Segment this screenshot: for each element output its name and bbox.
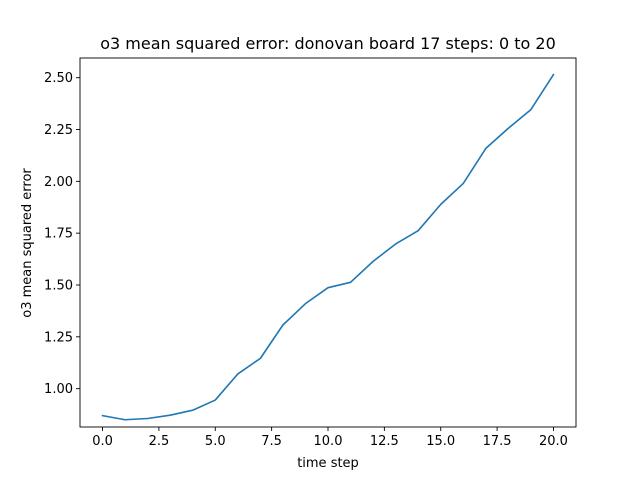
y-tick-label: 1.75 xyxy=(44,227,73,242)
y-tick-label: 1.00 xyxy=(44,382,73,397)
x-tick-label: 10.0 xyxy=(314,434,343,449)
x-tick-label: 5.0 xyxy=(205,434,226,449)
x-axis-label: time step xyxy=(297,456,359,471)
x-tick-label: 12.5 xyxy=(370,434,399,449)
y-tick-label: 2.25 xyxy=(44,123,73,138)
chart-title: o3 mean squared error: donovan board 17 … xyxy=(100,34,556,53)
series-line-0 xyxy=(101,73,555,421)
x-tick-label: 15.0 xyxy=(426,434,455,449)
x-tick-label: 7.5 xyxy=(261,434,282,449)
axes-frame xyxy=(79,57,577,428)
plot-area: 0.0 2.5 5.0 7.5 10.0 12.5 15.0 17.5 20.0 1.00 1.25… xyxy=(44,57,577,449)
x-tick-label: 17.5 xyxy=(483,434,512,449)
y-tick-label: 2.00 xyxy=(44,175,73,190)
y-tick-label: 1.50 xyxy=(44,278,73,293)
x-tick-label: 2.5 xyxy=(149,434,170,449)
y-tick-label: 1.25 xyxy=(44,330,73,345)
y-tick-label: 2.50 xyxy=(44,71,73,86)
x-tick-label: 0.0 xyxy=(92,434,113,449)
y-axis-label: o3 mean squared error xyxy=(20,168,35,318)
x-tick-label: 20.0 xyxy=(539,434,568,449)
